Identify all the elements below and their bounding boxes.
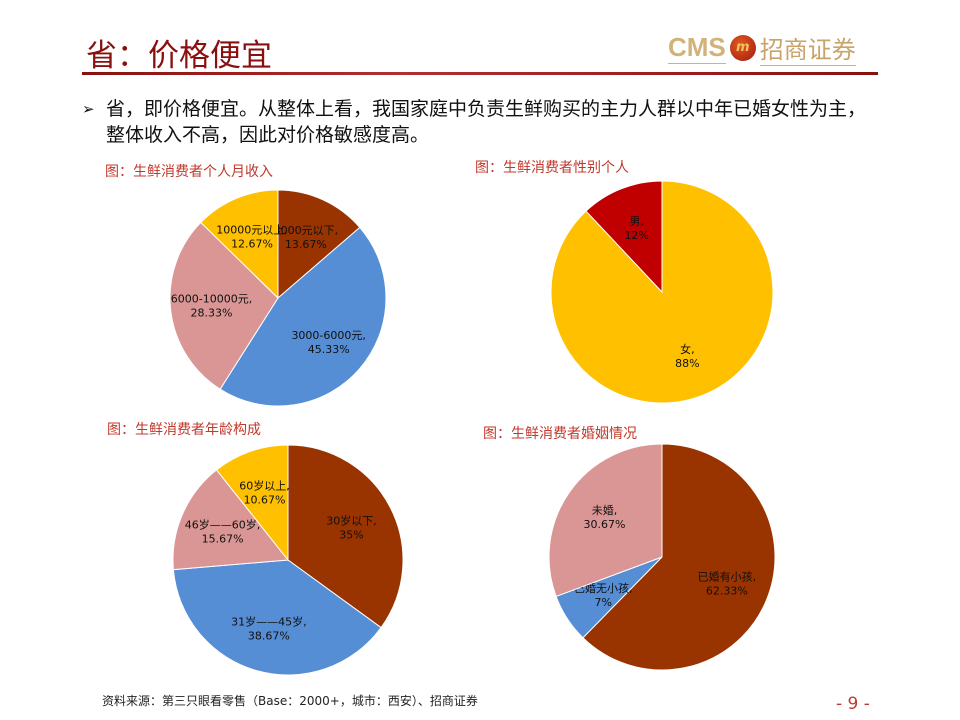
slice-label: 男, 12% — [624, 215, 648, 242]
source-note: 资料来源：第三只眼看零售（Base：2000+，城市：西安）、招商证券 — [102, 694, 478, 708]
pie-slice — [582, 443, 776, 671]
slice-label: 女, 88% — [675, 342, 699, 370]
pie-slice — [585, 180, 663, 294]
pie-chart-age: 30岁以下, 35% 31岁——45岁, 38.67% 46岁——60岁, 15.67% 6… — [172, 444, 404, 676]
bullet-point: ➢ 省，即价格便宜。从整体上看，我国家庭中负责生鲜购买的主力人群以中年已婚女性为… — [82, 96, 882, 148]
logo-cn: 招商证券 — [759, 30, 856, 66]
slice-label: 46岁——60岁, 15.67% — [185, 518, 261, 546]
pie-slice — [548, 443, 663, 598]
pie-slice — [287, 444, 404, 629]
slice-label: 31岁——45岁, 38.67% — [231, 615, 307, 643]
pie-slice — [172, 469, 289, 571]
pie-chart-marital: 已婚有小孩, 62.33%已婚无小孩, 7%未婚, 30.67% — [548, 443, 776, 671]
chart-title-gender: 图：生鲜消费者性别个人 — [475, 160, 629, 176]
slice-label: 6000-10000元, 28.33% — [171, 293, 252, 320]
slice-label: 未婚, 30.67% — [583, 503, 625, 531]
arrow-bullet-icon: ➢ — [82, 100, 95, 118]
slice-label: 已婚有小孩, 62.33% — [698, 569, 757, 597]
chart-title-age: 图：生鲜消费者年龄构成 — [107, 422, 261, 438]
slice-label: 30岁以下, 35% — [326, 514, 377, 542]
chart-title-income: 图：生鲜消费者个人月收入 — [105, 164, 273, 180]
logo-text: CMS — [668, 32, 726, 64]
pie-slice — [200, 189, 279, 300]
slice-label: 3000元以下, 13.67% — [274, 224, 339, 251]
pie-slice — [172, 559, 382, 676]
pie-chart-income: 3000元以下, 13.67% 3000-6000元, 45.33% 6000-1000… — [169, 189, 387, 407]
page-title: 省：价格便宜 — [86, 38, 272, 74]
pie-slice — [215, 444, 289, 562]
slice-label: 3000-6000元, 45.33% — [291, 329, 365, 356]
page-number: - 9 - — [836, 694, 870, 714]
pie-slice — [169, 221, 279, 390]
chart-title-marital: 图：生鲜消费者婚姻情况 — [483, 426, 637, 442]
pie-slice — [219, 226, 387, 407]
logo-seal-icon: m — [729, 35, 756, 61]
cms-logo: CMS m 招商证券 — [668, 30, 856, 66]
title-divider — [82, 72, 878, 75]
bullet-text: 省，即价格便宜。从整体上看，我国家庭中负责生鲜购买的主力人群以中年已婚女性为主，… — [106, 98, 867, 146]
slice-label: 10000元以上, 12.67% — [216, 223, 287, 250]
pie-chart-gender: 女, 88% 男, 12% — [550, 180, 774, 404]
slice-label: 60岁以上, 10.67% — [239, 479, 289, 507]
pie-slice — [277, 189, 361, 300]
